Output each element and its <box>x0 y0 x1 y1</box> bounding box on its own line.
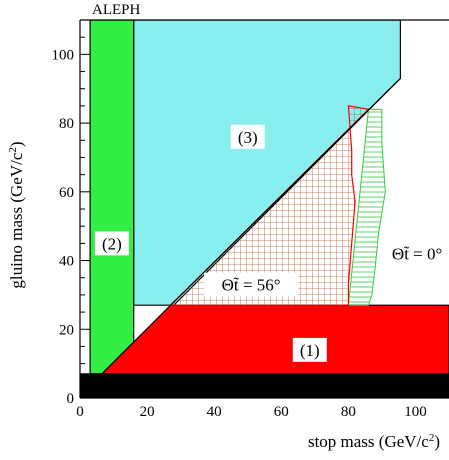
x-tick-label: 0 <box>76 404 84 420</box>
chart-title: ALEPH <box>92 2 141 18</box>
y-tick-label: 20 <box>59 322 74 338</box>
contour-0-deg <box>347 108 386 306</box>
y-tick-label: 100 <box>52 47 75 63</box>
region-1-label: (1) <box>300 341 320 360</box>
low-mass-band <box>80 373 449 398</box>
axes: 0 20 40 60 80 100 0 20 40 60 80 100 <box>52 19 449 420</box>
region-3-label-box <box>230 124 265 149</box>
y-tick-label: 80 <box>59 116 74 132</box>
y-tick-label: 40 <box>59 254 74 270</box>
region-2-polygon <box>89 20 135 375</box>
region-1-label-box <box>292 337 327 362</box>
y-axis-label: gluino mass (GeV/c2) <box>7 141 26 288</box>
theta-56-label: Θt̃ = 56° <box>222 276 281 295</box>
region-1-polygon <box>100 304 449 375</box>
region-3-label: (3) <box>238 128 258 147</box>
x-axis-label: stop mass (GeV/c2) <box>308 432 440 451</box>
region-labels: (1) (2) (3) Θt̃ = 56° Θt̃ = 0° <box>94 124 449 362</box>
x-tick-label: 60 <box>274 404 289 420</box>
x-tick-label: 20 <box>140 404 155 420</box>
x-tick-label: 40 <box>207 404 222 420</box>
region-2-label-box <box>94 231 129 256</box>
theta-56-label-box <box>204 272 299 297</box>
theta-0-label: Θt̃ = 0° <box>392 245 442 264</box>
region-2-label: (2) <box>102 234 122 253</box>
contour-56-deg <box>169 105 370 306</box>
theta-0-label-box <box>379 241 449 266</box>
plot-area <box>80 20 449 398</box>
x-tick-label: 80 <box>341 404 356 420</box>
y-tick-label: 0 <box>67 391 75 407</box>
x-tick-label: 100 <box>404 404 427 420</box>
region-3-boundary <box>170 77 401 306</box>
y-tick-label: 60 <box>59 185 74 201</box>
